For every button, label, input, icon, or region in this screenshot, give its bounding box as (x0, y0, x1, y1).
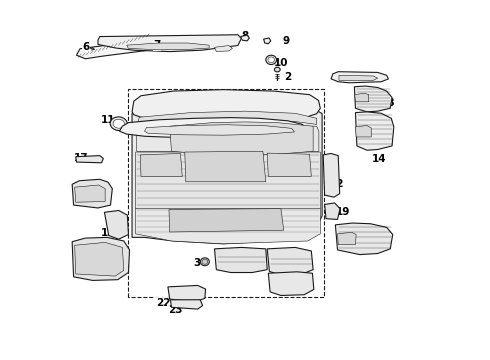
Polygon shape (137, 111, 317, 126)
Polygon shape (335, 223, 393, 255)
Ellipse shape (274, 67, 280, 72)
Text: 3: 3 (193, 258, 200, 268)
Polygon shape (74, 242, 124, 276)
Polygon shape (171, 300, 203, 309)
Polygon shape (72, 179, 112, 208)
Text: 6: 6 (82, 42, 90, 52)
Text: 20: 20 (74, 265, 88, 275)
Polygon shape (264, 38, 271, 44)
Text: 14: 14 (372, 154, 387, 164)
Polygon shape (323, 153, 340, 197)
Polygon shape (241, 35, 249, 41)
Polygon shape (170, 122, 313, 155)
Polygon shape (324, 203, 340, 220)
Polygon shape (355, 126, 371, 137)
Polygon shape (354, 86, 392, 112)
Text: 19: 19 (336, 207, 350, 217)
Polygon shape (126, 43, 209, 50)
Polygon shape (74, 185, 105, 202)
Text: 21: 21 (364, 236, 378, 246)
Polygon shape (269, 272, 314, 296)
Polygon shape (136, 209, 320, 244)
Polygon shape (72, 237, 129, 280)
Ellipse shape (200, 258, 209, 266)
Text: 10: 10 (273, 58, 288, 68)
Polygon shape (339, 75, 378, 80)
Text: 1: 1 (202, 138, 209, 147)
Text: 11: 11 (100, 115, 115, 125)
Text: 23: 23 (168, 305, 182, 315)
Ellipse shape (266, 55, 276, 64)
Text: 9: 9 (282, 36, 290, 46)
Text: 17: 17 (74, 153, 88, 163)
Polygon shape (267, 247, 313, 275)
Text: 18: 18 (381, 98, 396, 108)
Polygon shape (331, 72, 389, 83)
Text: 7: 7 (153, 40, 161, 50)
Polygon shape (104, 211, 128, 239)
Text: 25: 25 (299, 260, 314, 270)
Text: 5: 5 (144, 172, 151, 182)
Text: 8: 8 (242, 31, 248, 41)
Text: 15: 15 (82, 194, 96, 204)
Polygon shape (137, 126, 319, 151)
Polygon shape (140, 153, 182, 176)
Polygon shape (120, 118, 307, 138)
Ellipse shape (202, 259, 208, 264)
Polygon shape (215, 45, 232, 51)
Polygon shape (338, 232, 356, 244)
Polygon shape (169, 209, 284, 232)
Ellipse shape (268, 57, 274, 63)
Ellipse shape (110, 117, 127, 131)
Text: 12: 12 (330, 179, 344, 189)
Polygon shape (267, 153, 311, 176)
Polygon shape (215, 247, 267, 273)
Polygon shape (185, 151, 266, 182)
Polygon shape (76, 44, 152, 59)
Polygon shape (132, 103, 322, 244)
Polygon shape (355, 93, 368, 102)
Polygon shape (168, 285, 205, 302)
Text: 2: 2 (284, 72, 291, 82)
Polygon shape (355, 112, 394, 150)
Text: 13: 13 (101, 228, 115, 238)
Text: 24: 24 (233, 259, 248, 269)
Text: 26: 26 (289, 283, 303, 293)
Text: 4: 4 (252, 248, 259, 258)
Text: 16: 16 (335, 73, 349, 83)
Polygon shape (136, 152, 320, 219)
Polygon shape (145, 125, 294, 135)
Polygon shape (132, 90, 320, 121)
Polygon shape (76, 156, 103, 163)
Polygon shape (98, 35, 242, 51)
Ellipse shape (113, 119, 124, 128)
Text: 22: 22 (156, 298, 171, 308)
